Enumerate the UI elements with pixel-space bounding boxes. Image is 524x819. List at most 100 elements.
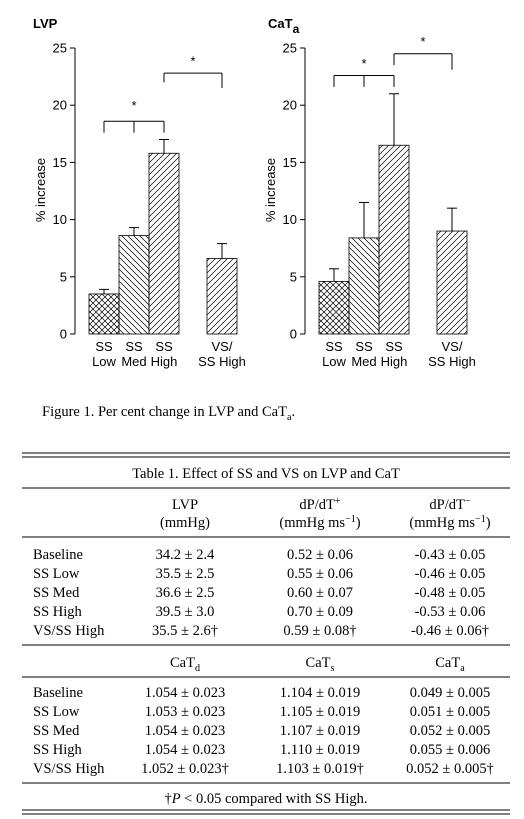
text-segment: dP/dT xyxy=(429,497,465,513)
chart-title: CaTa xyxy=(268,16,300,36)
table-cell: 0.52 ± 0.06 xyxy=(287,547,353,563)
text-segment: d xyxy=(195,663,200,674)
bar xyxy=(206,258,238,335)
text-segment: a xyxy=(460,663,465,674)
x-tick-label: SS xyxy=(155,339,173,354)
table-cell: 35.5 ± 2.6† xyxy=(152,623,218,639)
table-title: Table 1. Effect of SS and VS on LVP and … xyxy=(132,466,400,482)
text-segment: + xyxy=(335,496,341,507)
row-label: SS Low xyxy=(33,704,80,720)
table-cell: 0.055 ± 0.006 xyxy=(410,742,490,758)
significance-star: * xyxy=(420,34,425,49)
table-cell: -0.48 ± 0.05 xyxy=(415,585,486,601)
text-segment: − xyxy=(465,496,471,507)
x-tick-label: SS xyxy=(325,339,343,354)
significance-star: * xyxy=(131,98,136,113)
row-label: Baseline xyxy=(33,685,83,701)
table-cell: 0.59 ± 0.08† xyxy=(283,623,356,639)
text-segment: CaT xyxy=(170,655,195,671)
y-tick-label: 5 xyxy=(290,269,297,284)
row-label: SS Med xyxy=(33,723,80,739)
column-header: (mmHg) xyxy=(160,515,210,531)
x-tick-label: VS/ xyxy=(212,339,233,354)
column-header: dP/dT− xyxy=(429,496,470,513)
table-cell: 0.60 ± 0.07 xyxy=(287,585,353,601)
column-header: dP/dT+ xyxy=(299,496,340,513)
row-label: VS/SS High xyxy=(33,623,105,639)
y-tick-label: 10 xyxy=(53,212,67,227)
x-tick-label: High xyxy=(151,354,178,369)
x-tick-label: High xyxy=(381,354,408,369)
text-segment: a xyxy=(287,412,292,423)
bar xyxy=(118,235,150,335)
table-cell: 36.6 ± 2.5 xyxy=(156,585,215,601)
text-segment: s xyxy=(331,663,335,674)
bar xyxy=(378,144,410,335)
title-text: LVP xyxy=(33,16,58,31)
text-segment: P xyxy=(171,791,181,807)
figure-caption: Figure 1. Per cent change in LVP and CaT… xyxy=(42,404,295,423)
y-tick-label: 5 xyxy=(60,269,67,284)
bar xyxy=(318,280,350,335)
row-label: SS Low xyxy=(33,566,80,582)
table-cell: 35.5 ± 2.5 xyxy=(156,566,215,582)
text-segment: −1 xyxy=(345,514,356,525)
table-cell: 34.2 ± 2.4 xyxy=(156,547,215,563)
bar xyxy=(348,237,380,335)
table-cell: 0.049 ± 0.005 xyxy=(410,685,490,701)
row-label: SS Med xyxy=(33,585,80,601)
table-cell: 1.052 ± 0.023† xyxy=(141,761,229,777)
row-label: VS/SS High xyxy=(33,761,105,777)
y-tick-label: 25 xyxy=(283,41,297,56)
x-tick-label: SS xyxy=(355,339,373,354)
table-footnote: †P < 0.05 compared with SS High. xyxy=(164,791,367,807)
x-tick-label: Med xyxy=(351,354,376,369)
significance-star: * xyxy=(190,54,195,69)
table-cell: 1.053 ± 0.023 xyxy=(145,704,225,720)
y-tick-label: 0 xyxy=(60,327,67,342)
x-tick-label: SS xyxy=(385,339,403,354)
title-subscript: a xyxy=(293,22,300,36)
column-header: CaTd xyxy=(170,655,200,674)
table-cell: 1.103 ± 0.019† xyxy=(276,761,364,777)
table-cell: -0.46 ± 0.05 xyxy=(415,566,486,582)
row-label: Baseline xyxy=(33,547,83,563)
table-cell: 0.051 ± 0.005 xyxy=(410,704,490,720)
row-label: SS High xyxy=(33,604,83,620)
x-tick-label: SS xyxy=(125,339,143,354)
table-cell: -0.43 ± 0.05 xyxy=(415,547,486,563)
text-segment: CaT xyxy=(306,655,331,671)
text-segment: Figure 1. Per cent change in LVP and CaT xyxy=(42,404,287,420)
x-tick-label: Med xyxy=(121,354,146,369)
bar xyxy=(436,230,468,335)
table-cell: 0.70 ± 0.09 xyxy=(287,604,353,620)
x-tick-label: Low xyxy=(322,354,346,369)
text-segment: ) xyxy=(486,515,491,531)
row-label: SS High xyxy=(33,742,83,758)
y-tick-label: 15 xyxy=(283,155,297,170)
table-cell: 1.054 ± 0.023 xyxy=(145,723,225,739)
x-tick-label: SS High xyxy=(198,354,246,369)
table-cell: 1.104 ± 0.019 xyxy=(280,685,360,701)
table-cell: -0.46 ± 0.06† xyxy=(411,623,489,639)
text-segment: (mmHg) xyxy=(160,515,210,531)
y-tick-label: 20 xyxy=(283,98,297,113)
text-segment: −1 xyxy=(475,514,486,525)
table-cell: 1.107 ± 0.019 xyxy=(280,723,360,739)
bar xyxy=(148,152,180,335)
text-segment: . xyxy=(291,404,295,420)
y-axis-label: % increase xyxy=(263,158,278,222)
y-axis-label: % increase xyxy=(33,158,48,222)
text-segment: † xyxy=(164,791,171,807)
text-segment: CaT xyxy=(435,655,460,671)
text-segment: dP/dT xyxy=(299,497,335,513)
chart-title: LVP xyxy=(33,16,58,31)
column-header: LVP xyxy=(172,497,198,513)
text-segment: ) xyxy=(356,515,361,531)
bar xyxy=(88,293,120,335)
column-header: CaTa xyxy=(435,655,465,674)
